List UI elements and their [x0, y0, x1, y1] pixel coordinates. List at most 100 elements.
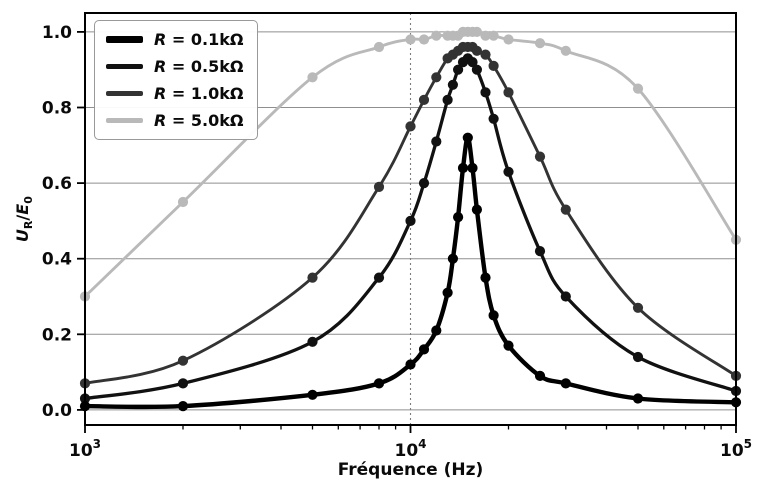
series-markers [79, 53, 742, 404]
legend-label-variable: R [154, 57, 167, 76]
data-point-marker [373, 181, 385, 192]
data-point-marker [177, 355, 189, 366]
y-label-separator: / [12, 214, 32, 221]
data-point-marker [471, 64, 482, 75]
data-point-marker [307, 336, 318, 347]
series-5.0k [79, 26, 742, 302]
data-point-marker [405, 121, 416, 132]
data-point-marker [467, 162, 478, 174]
y-label-var2: E [12, 203, 32, 215]
series-markers [79, 26, 742, 302]
legend-label-value: = 1.0kΩ [166, 84, 244, 103]
legend-label: R = 5.0kΩ [154, 111, 243, 130]
data-point-marker [431, 136, 442, 147]
data-point-marker [632, 83, 644, 94]
series-0.1k [79, 132, 742, 412]
data-point-marker [480, 87, 491, 98]
data-point-marker [471, 45, 482, 56]
data-point-marker [471, 26, 482, 37]
data-point-marker [503, 340, 514, 351]
legend-item-2: R = 1.0kΩ [106, 82, 243, 105]
data-point-marker [447, 253, 458, 264]
data-point-marker [480, 30, 491, 41]
data-point-marker [405, 34, 416, 45]
data-point-marker [418, 34, 430, 45]
data-point-marker [177, 196, 189, 208]
legend-label-value: = 0.1kΩ [166, 30, 244, 49]
x-tick-label: 103 [69, 437, 101, 461]
tick-labels: 0.0 0.2 0.4 0.6 0.8 1.0 103 104 105 [42, 23, 752, 461]
legend-label-value: = 5.0kΩ [166, 111, 244, 130]
data-point-marker [177, 378, 189, 389]
data-point-marker [405, 359, 416, 370]
data-point-marker [488, 310, 499, 321]
legend-line-swatch [106, 36, 143, 43]
data-point-marker [307, 272, 318, 283]
data-point-marker [560, 291, 571, 302]
legend-line-swatch [106, 64, 143, 69]
legend-item-0: R = 0.1kΩ [106, 28, 243, 51]
data-point-marker [534, 151, 546, 162]
data-point-marker [488, 30, 499, 41]
data-point-marker [560, 378, 571, 389]
data-point-marker [373, 41, 385, 53]
data-point-marker [632, 302, 644, 313]
data-point-marker [488, 113, 499, 124]
y-tick-label: 0.8 [42, 99, 72, 119]
y-label-sub2: 0 [22, 196, 36, 204]
x-tick-label: 105 [720, 437, 752, 461]
y-tick-label: 0.4 [42, 250, 72, 270]
legend-label-variable: R [154, 84, 167, 103]
data-point-marker [632, 393, 644, 404]
data-point-marker [480, 49, 491, 60]
data-point-marker [373, 272, 385, 283]
x-axis-label: Fréquence (Hz) [337, 460, 484, 480]
y-tick-label: 1.0 [42, 23, 72, 43]
legend-label: R = 0.1kΩ [154, 30, 243, 49]
data-point-marker [462, 132, 473, 143]
series-0.5k [79, 53, 742, 404]
data-point-marker [453, 212, 464, 223]
data-point-marker [503, 166, 514, 177]
data-point-marker [442, 287, 453, 298]
data-point-marker [488, 60, 499, 71]
data-point-marker [431, 325, 442, 336]
legend-line-swatch [106, 118, 143, 123]
y-tick-label: 0.6 [42, 174, 72, 194]
data-point-marker [503, 87, 514, 98]
data-point-marker [447, 79, 458, 90]
data-point-marker [418, 94, 430, 105]
legend-line-swatch [106, 91, 143, 96]
legend-item-3: R = 5.0kΩ [106, 109, 243, 132]
data-point-marker [418, 178, 430, 189]
legend-label-value: = 0.5kΩ [166, 57, 244, 76]
y-tick-label: 0.2 [42, 325, 72, 345]
data-point-marker [177, 401, 189, 412]
y-label-sub1: R [22, 220, 36, 230]
data-point-marker [534, 246, 546, 257]
data-point-marker [480, 272, 491, 283]
data-point-marker [560, 45, 571, 56]
y-label-var1: U [12, 229, 32, 243]
data-point-marker [534, 38, 546, 49]
data-point-marker [307, 389, 318, 400]
y-axis-label: UR/E0 [13, 164, 35, 274]
legend-label-variable: R [154, 111, 167, 130]
legend: R = 0.1kΩ R = 0.5kΩ R = 1.0kΩ R = 5.0kΩ [94, 20, 259, 140]
data-point-marker [442, 94, 453, 105]
legend-label-variable: R [154, 30, 167, 49]
data-point-marker [307, 72, 318, 83]
data-point-marker [418, 344, 430, 355]
data-point-marker [431, 30, 442, 41]
data-point-marker [457, 162, 469, 174]
data-point-marker [560, 204, 571, 215]
legend-label: R = 1.0kΩ [154, 84, 243, 103]
data-point-marker [471, 204, 482, 215]
y-tick-label: 0.0 [42, 401, 72, 421]
series-markers [79, 132, 742, 412]
data-point-marker [431, 72, 442, 83]
data-point-marker [534, 370, 546, 381]
data-point-marker [632, 351, 644, 363]
data-point-marker [373, 378, 385, 389]
